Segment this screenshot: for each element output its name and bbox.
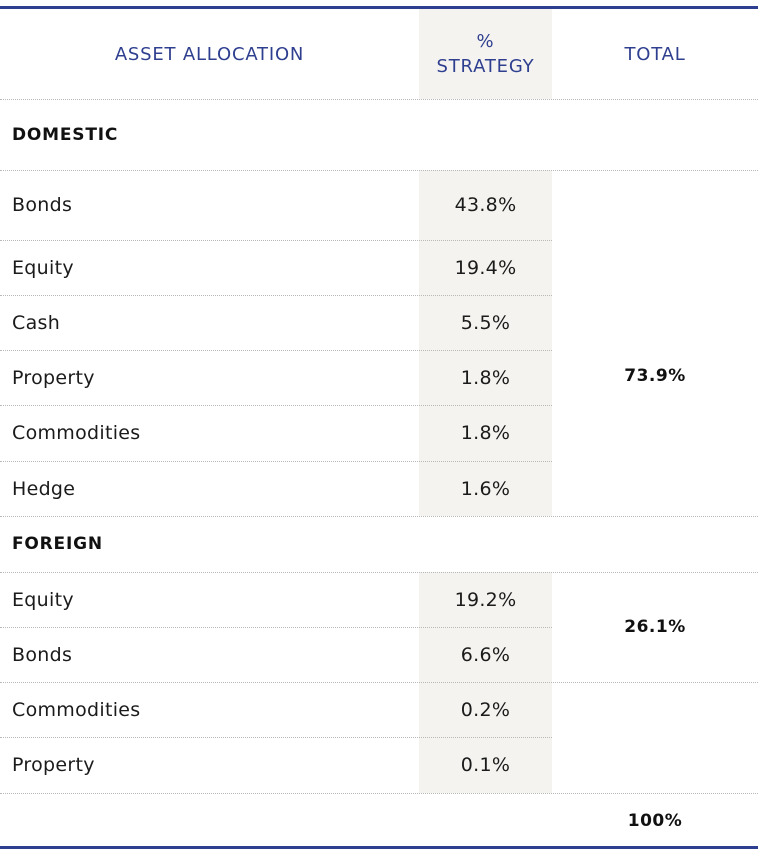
row-divider (0, 350, 552, 351)
foreign-row-label: Property (12, 754, 95, 776)
row-divider (0, 627, 552, 628)
domestic-row-pct: 1.8% (460, 422, 511, 444)
grand-total: 100% (627, 811, 683, 831)
domestic-row-pct: 5.5% (460, 311, 511, 334)
domestic-row-label: Commodities (12, 422, 141, 444)
header-strategy-line2: STRATEGY (436, 56, 535, 77)
foreign-row-label: Equity (12, 588, 74, 611)
row-divider (0, 99, 758, 100)
foreign-row-label: Commodities (12, 698, 141, 721)
domestic-row-label: Property (12, 366, 95, 389)
row-divider (0, 295, 552, 296)
domestic-row-label: Hedge (12, 477, 76, 500)
domestic-row-pct: 19.4% (454, 256, 517, 279)
header-asset-allocation: ASSET ALLOCATION (114, 43, 305, 65)
foreign-row-pct: 0.1% (460, 754, 511, 776)
domestic-row-pct: 1.6% (460, 477, 511, 500)
row-divider (0, 240, 552, 241)
row-divider (0, 572, 758, 573)
domestic-total: 73.9% (624, 365, 686, 386)
header-strategy: % STRATEGY (419, 9, 552, 99)
section-title-foreign: FOREIGN (12, 534, 103, 554)
foreign-row-pct: 19.2% (454, 588, 517, 611)
foreign-row-pct: 0.2% (460, 698, 511, 721)
domestic-row-pct: 43.8% (454, 194, 517, 216)
table-top-rule (0, 6, 758, 9)
row-divider (0, 170, 758, 171)
foreign-row-pct: 6.6% (460, 643, 511, 666)
domestic-row-label: Cash (12, 311, 61, 334)
row-divider (0, 405, 552, 406)
domestic-row-label: Equity (12, 256, 74, 279)
table-bottom-rule (0, 846, 758, 849)
row-divider (0, 737, 552, 738)
domestic-row-label: Bonds (12, 194, 73, 216)
foreign-total: 26.1% (624, 617, 686, 637)
row-divider (0, 793, 758, 794)
section-title-domestic: DOMESTIC (12, 124, 119, 145)
row-divider (0, 516, 758, 517)
header-strategy-line1: % (476, 31, 495, 52)
strategy-column-shade-domestic (419, 170, 552, 516)
row-divider (0, 682, 758, 683)
foreign-row-label: Bonds (12, 643, 73, 666)
row-divider (0, 461, 552, 462)
header-total: TOTAL (624, 43, 686, 65)
asset-allocation-table: ASSET ALLOCATION % STRATEGY TOTAL DOMEST… (0, 6, 758, 849)
strategy-header-shade (419, 9, 552, 99)
domestic-row-pct: 1.8% (460, 366, 511, 389)
